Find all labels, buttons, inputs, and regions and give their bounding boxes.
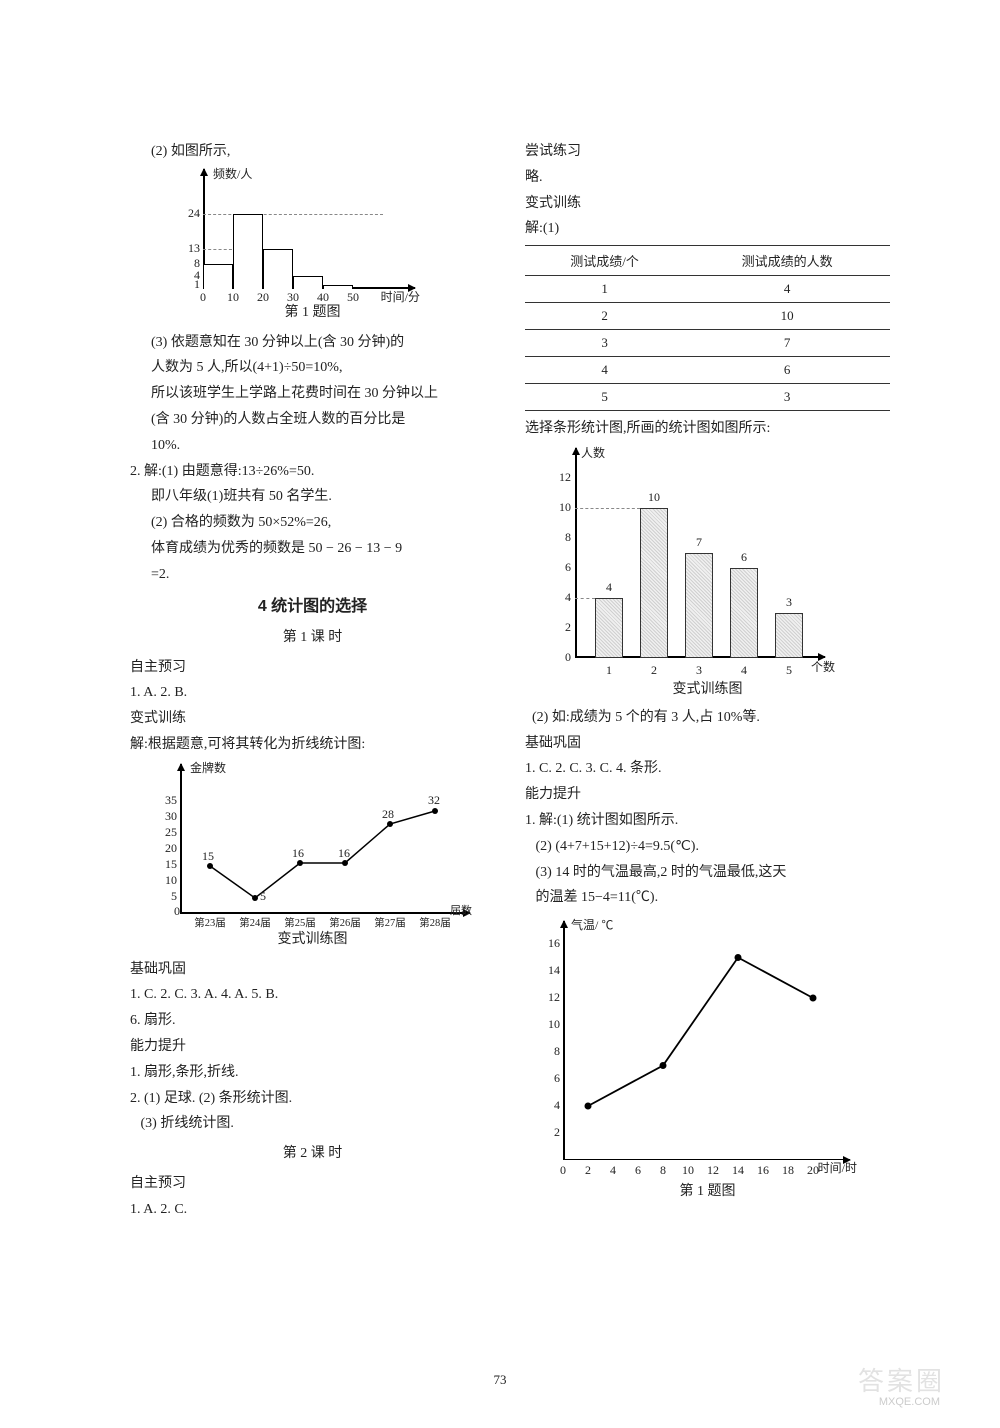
watermark-text: MXQE.COM (879, 1396, 940, 1408)
variant-training-heading: 变式训练 (130, 707, 495, 731)
variant-training-heading-r: 变式训练 (525, 192, 890, 216)
table-row: 37 (525, 330, 890, 357)
left-column: (2) 如图所示, 频数/人 时间/分 1 4 8 13 24 0 (130, 140, 495, 1224)
linechart-caption: 变式训练图 (130, 928, 495, 952)
histogram-chart: 频数/人 时间/分 1 4 8 13 24 0 10 20 30 40 5 (175, 169, 415, 299)
temperature-line-chart: 气温/ ℃ 时间/时 2 4 6 8 10 12 14 16 0 2 4 6 8… (535, 918, 855, 1178)
base-consolidation-heading: 基础巩固 (130, 958, 495, 982)
bar-chart: 人数 个数 0 2 4 6 8 10 12 4 10 7 6 3 1 (545, 446, 835, 676)
try-practice-heading: 尝试练习 (525, 140, 890, 164)
medal-line-chart: 金牌数 届数 5 10 15 20 25 30 35 0 第23届 第24届 第… (160, 761, 470, 926)
right-column: 尝试练习 略. 变式训练 解:(1) 测试成绩/个 测试成绩的人数 14 210… (525, 140, 890, 1224)
test-scores-table: 测试成绩/个 测试成绩的人数 14 210 37 46 53 (525, 245, 890, 411)
lesson-1: 第 1 课 时 (130, 626, 495, 650)
section-4-title: 4 统计图的选择 (130, 593, 495, 620)
hist-x-title: 时间/分 (381, 288, 420, 305)
self-study-heading: 自主预习 (130, 656, 495, 680)
page-number: 73 (494, 1372, 507, 1388)
q2-as-shown: (2) 如图所示, (130, 140, 495, 164)
table-row: 14 (525, 276, 890, 303)
table-row: 210 (525, 303, 890, 330)
hist-caption: 第 1 题图 (130, 301, 495, 325)
lesson-2: 第 2 课 时 (130, 1142, 495, 1166)
watermark-logo: 答案圈 (858, 1361, 945, 1398)
ability-boost-heading: 能力提升 (130, 1035, 495, 1059)
table-row: 46 (525, 357, 890, 384)
hist-y-title: 频数/人 (213, 165, 252, 182)
tempchart-caption: 第 1 题图 (525, 1180, 890, 1204)
table-row: 53 (525, 384, 890, 411)
barchart-caption: 变式训练图 (525, 678, 890, 702)
